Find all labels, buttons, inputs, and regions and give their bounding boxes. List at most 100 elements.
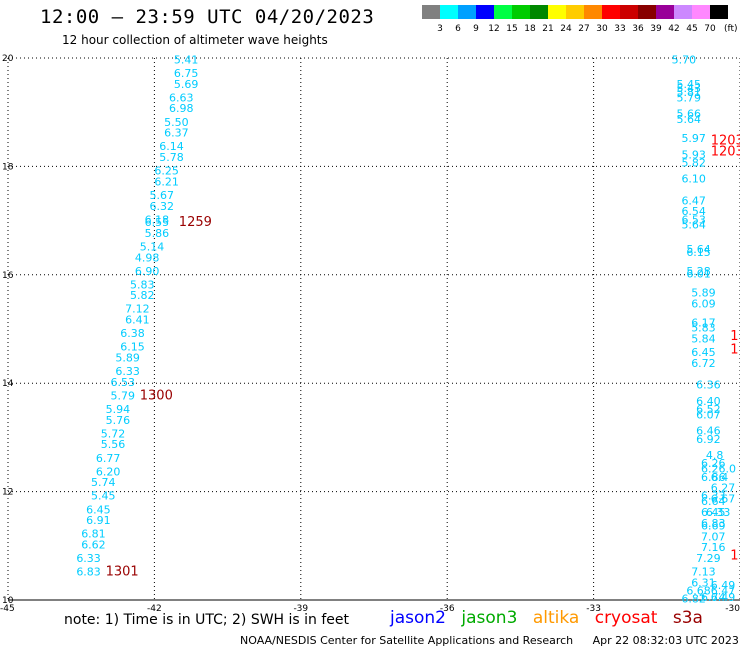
swh-value-label: 6.14 (159, 140, 184, 153)
legend-label: 12 (488, 24, 499, 34)
swh-value-label: 5.93 (681, 148, 706, 161)
x-tick-label: -36 (440, 604, 455, 614)
swh-value-label: 5.69 (174, 78, 199, 91)
pass-time-label: 1 (730, 548, 738, 563)
swh-value-label: 6.33 (701, 490, 726, 503)
legend-swatch (458, 5, 476, 19)
swh-value-label: 6.26.0 (701, 463, 736, 476)
legend-swatch (710, 5, 728, 19)
swh-value-label: 6.10 (681, 173, 706, 186)
legend-swatch (674, 5, 692, 19)
swh-value-label: 6.15 (686, 246, 711, 259)
page-title: 12:00 – 23:59 UTC 04/20/2023 (40, 6, 375, 28)
swh-value-label: 6.33 (76, 552, 101, 565)
legend-swatch (422, 5, 440, 19)
swh-value-label: 5.94 (106, 403, 131, 416)
swh-value-label: 5.56 (101, 438, 126, 451)
swh-value-label: 6.47 (711, 585, 736, 598)
legend-label: 30 (596, 24, 608, 34)
swh-value-label: 6.09 (691, 297, 716, 310)
satellite-legend: jason2 jason3 altika cryosat s3a (390, 608, 713, 628)
swh-value-label: 5.67 (150, 189, 175, 202)
y-tick-label: 16 (2, 271, 14, 281)
swh-value-label: 5.81 (677, 86, 702, 99)
swh-value-label: 6.86 (701, 471, 726, 484)
swh-value-label: 6.47 (681, 194, 706, 207)
swh-value-label: 6.26 (701, 457, 726, 470)
legend-label: 21 (542, 24, 553, 34)
satellite-altika: altika (532, 608, 580, 628)
legend-label: 42 (668, 24, 679, 34)
swh-value-label: 6.07 (696, 408, 721, 421)
swh-value-label: 6.75 (174, 67, 199, 80)
swh-value-label: 6.55 (145, 216, 170, 229)
swh-value-label: 6.4 (711, 471, 729, 484)
swh-value-label: 6.90 (135, 265, 160, 278)
swh-value-label: 5.83 (130, 278, 155, 291)
swh-value-label: 5.70 (672, 53, 697, 66)
swh-value-label: 6.18 (145, 213, 170, 226)
legend-label: 36 (632, 24, 644, 34)
swh-value-label: 6.53 (681, 213, 706, 226)
swh-value-label: 6.98 (169, 102, 194, 115)
footer-note: note: 1) Time is in UTC; 2) SWH is in fe… (64, 612, 350, 628)
swh-value-label: 6.15 (120, 341, 144, 354)
swh-value-label: 5.86 (145, 227, 170, 240)
swh-value-label: 6.49 (711, 591, 736, 604)
swh-value-label: 6.27 (711, 482, 736, 495)
legend-swatch (476, 5, 494, 19)
x-tick-label: -33 (586, 604, 601, 614)
swh-value-label: 6.40 (696, 395, 721, 408)
swh-value-label: 5.79 (677, 91, 702, 104)
pass-time-label: 1 (730, 329, 738, 344)
swh-value-label: 6.36 (696, 379, 721, 392)
swh-value-label: 5.64 (677, 113, 702, 126)
footer-credit: NOAA/NESDIS Center for Satellite Applica… (240, 634, 739, 647)
swh-value-label: 4.98 (135, 251, 160, 264)
swh-value-label: 5.45 (677, 78, 702, 91)
swh-value-label: 5.97 (681, 132, 706, 145)
generated-timestamp: Apr 22 08:32:03 UTC 2023 (592, 634, 739, 647)
swh-value-label: 6.17 (691, 316, 716, 329)
legend-swatch (656, 5, 674, 19)
swh-value-label: 6.81 (81, 528, 106, 541)
swh-value-label: 6.01 (686, 268, 711, 281)
swh-value-label: 6.45 (701, 506, 726, 519)
swh-value-label: 6.20 (96, 465, 121, 478)
swh-value-label: 7.07 (701, 530, 726, 543)
swh-value-label: 6.37 (164, 127, 189, 140)
swh-value-label: 6.91 (86, 514, 111, 527)
legend-swatch (692, 5, 710, 19)
swh-value-label: 5.64 (681, 219, 706, 232)
swh-value-label: 6.62 (81, 539, 106, 552)
swh-value-label: 6.33 (706, 506, 731, 519)
swh-value-label: 5.76 (106, 414, 131, 427)
swh-value-label: 6.72 (691, 357, 716, 370)
swh-value-label: 6.64 (701, 495, 726, 508)
satellite-jason3: jason3 (461, 608, 518, 628)
swh-value-label: 6.82 (681, 593, 706, 606)
legend-swatch (638, 5, 656, 19)
swh-value-label: 5.45 (91, 490, 116, 503)
legend-label: 18 (524, 24, 536, 34)
swh-value-label: 5.50 (164, 116, 189, 129)
pass-time-label: 1259 (179, 215, 212, 230)
swh-value-label: 6.46 (696, 425, 721, 438)
swh-value-label: 5.41 (174, 53, 199, 66)
swh-value-label: 6.53 (110, 376, 135, 389)
swh-value-label: 5.43 (677, 82, 702, 95)
legend-label: 70 (704, 24, 716, 34)
legend-label: 24 (560, 24, 572, 34)
swh-value-label: 6.45 (691, 346, 716, 359)
swh-value-label: 6.74 (701, 591, 726, 604)
swh-value-label: 6.21 (154, 175, 179, 188)
swh-value-label: 5.89 (691, 286, 716, 299)
swh-value-label: 5.78 (159, 151, 184, 164)
legend-label: 6 (455, 24, 461, 34)
satellite-jason2: jason2 (390, 608, 446, 628)
swh-value-label: 6.45 (86, 503, 111, 516)
swh-value-label: 6.83 (76, 566, 101, 579)
legend-label: 45 (686, 24, 697, 34)
legend-label: 3 (437, 24, 443, 34)
